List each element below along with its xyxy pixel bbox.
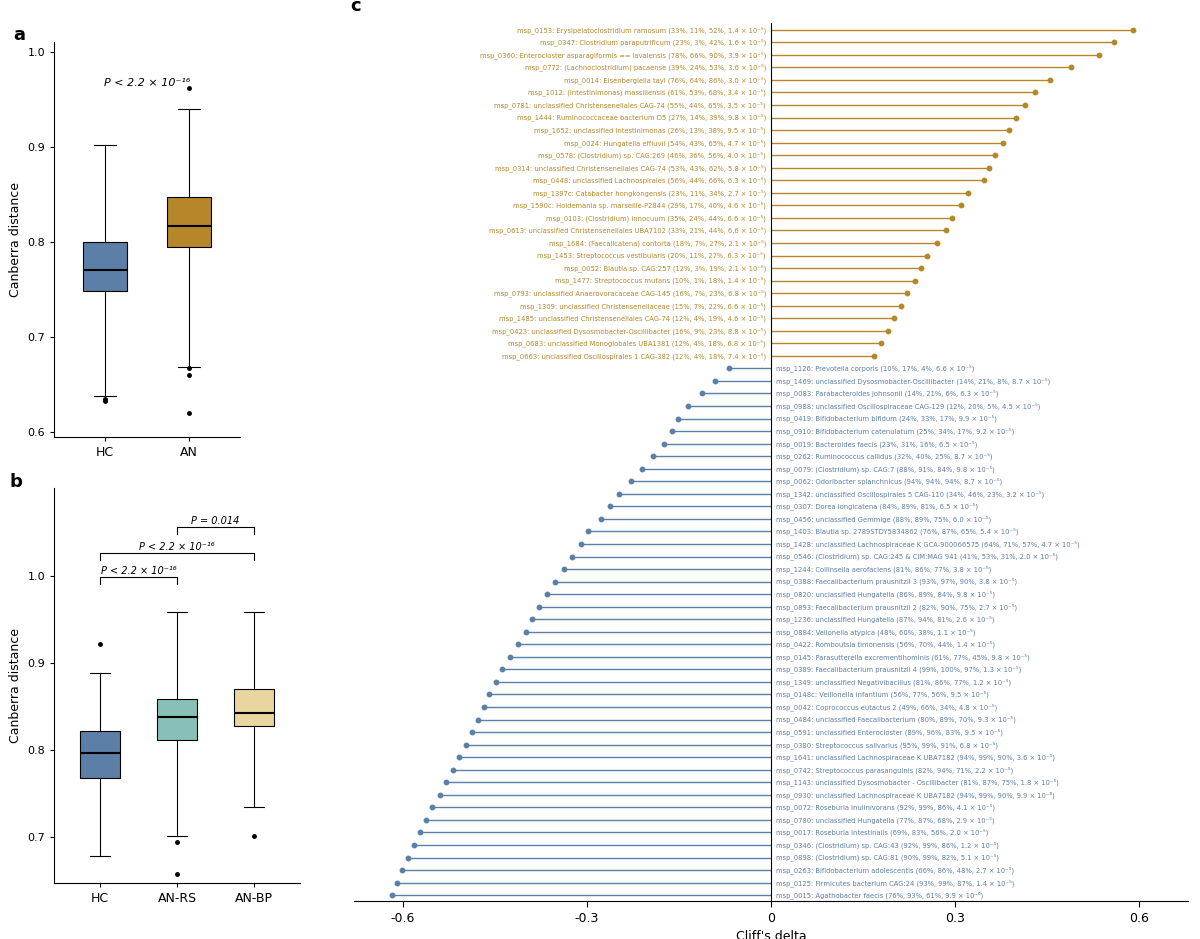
Text: msp_1349: unclassified Negativibacillus (81%, 86%, 77%, 1.2 × 10⁻⁵): msp_1349: unclassified Negativibacillus … <box>776 678 1012 685</box>
Text: msp_0072: Roseburia inulinivorans (92%, 99%, 86%, 4.1 × 10⁻⁵): msp_0072: Roseburia inulinivorans (92%, … <box>776 804 995 811</box>
Text: msp_0423: unclassified Dysosmobacter-Oscillibacter (16%, 9%, 23%, 8.8 × 10⁻⁵): msp_0423: unclassified Dysosmobacter-Osc… <box>492 327 766 334</box>
Text: msp_0103: (Clostridium) innocuum (35%, 24%, 44%, 6.6 × 10⁻⁵): msp_0103: (Clostridium) innocuum (35%, 2… <box>546 214 766 222</box>
Text: msp_0613: unclassified Christensenellales UBA7102 (33%, 21%, 44%, 6.6 × 10⁻⁵): msp_0613: unclassified Christensenellale… <box>488 226 766 235</box>
Text: msp_1469: unclassified Dysosmobacter-Oscillibacter (14%, 21%, 8%, 8.7 × 10⁻⁵): msp_1469: unclassified Dysosmobacter-Osc… <box>776 377 1050 385</box>
Text: msp_0910: Bifidobacterium catenulatum (25%, 34%, 17%, 9.2 × 10⁻⁵): msp_0910: Bifidobacterium catenulatum (2… <box>776 427 1014 435</box>
Text: msp_1012: (Intestinimonas) massiliensis (61%, 53%, 68%, 3.4 × 10⁻⁵): msp_1012: (Intestinimonas) massiliensis … <box>528 88 766 97</box>
Text: msp_0314: unclassified Christensenellales CAG-74 (53%, 43%, 62%, 5.8 × 10⁻⁵): msp_0314: unclassified Christensenellale… <box>494 163 766 172</box>
Text: msp_0079: (Clostridium) sp. CAG:7 (88%, 91%, 84%, 9.8 × 10⁻⁵): msp_0079: (Clostridium) sp. CAG:7 (88%, … <box>776 465 995 472</box>
Text: msp_0083: Parabacteroides johnsonii (14%, 21%, 6%, 6.3 × 10⁻⁵): msp_0083: Parabacteroides johnsonii (14%… <box>776 390 998 397</box>
Text: msp_0347: Clostridium paraputrificum (23%, 3%, 42%, 1.6 × 10⁻⁵): msp_0347: Clostridium paraputrificum (23… <box>540 38 766 46</box>
Text: msp_0772: (Lachnoclostridium) pacaense (39%, 24%, 53%, 3.6 × 10⁻⁵): msp_0772: (Lachnoclostridium) pacaense (… <box>524 64 766 71</box>
Text: msp_1477: Streptococcus mutans (10%, 1%, 18%, 1.4 × 10⁻⁵): msp_1477: Streptococcus mutans (10%, 1%,… <box>556 277 766 285</box>
Text: msp_0042: Coprococcus eutactus 2 (49%, 66%, 34%, 4.8 × 10⁻⁵): msp_0042: Coprococcus eutactus 2 (49%, 6… <box>776 703 997 711</box>
Text: msp_0663: unclassified Oscillospirales 1 CAG-382 (12%, 4%, 18%, 7.4 × 10⁻⁵): msp_0663: unclassified Oscillospirales 1… <box>502 352 766 360</box>
Text: msp_0153: Erysipelatoclostridium ramosum (33%, 11%, 52%, 1.4 × 10⁻⁵): msp_0153: Erysipelatoclostridium ramosum… <box>517 26 766 34</box>
Text: msp_1652: unclassified Intestinimonas (26%, 13%, 38%, 9.5 × 10⁻⁵): msp_1652: unclassified Intestinimonas (2… <box>534 126 766 134</box>
Text: msp_0015: Agathobacter faecis (76%, 93%, 61%, 9.9 × 10⁻⁶): msp_0015: Agathobacter faecis (76%, 93%,… <box>776 891 983 899</box>
Text: msp_0062: Odoribacter splanchnicus (94%, 94%, 94%, 8.7 × 10⁻⁵): msp_0062: Odoribacter splanchnicus (94%,… <box>776 477 1002 485</box>
PathPatch shape <box>157 700 197 740</box>
Text: msp_0683: unclassified Monoglobales UBA1381 (12%, 4%, 18%, 6.8 × 10⁻⁵): msp_0683: unclassified Monoglobales UBA1… <box>509 339 766 347</box>
X-axis label: Cliff's delta: Cliff's delta <box>736 931 806 939</box>
Text: msp_0893: Faecalibacterium prausnitzii 2 (82%, 90%, 75%, 2.7 × 10⁻⁵): msp_0893: Faecalibacterium prausnitzii 2… <box>776 603 1018 610</box>
Text: msp_0419: Bifidobacterium bifidum (24%, 33%, 17%, 9.9 × 10⁻⁵): msp_0419: Bifidobacterium bifidum (24%, … <box>776 415 997 423</box>
Text: a: a <box>13 26 25 44</box>
Text: msp_1590c: Holdemania sp. marseille-P2844 (29%, 17%, 40%, 4.6 × 10⁻⁵): msp_1590c: Holdemania sp. marseille-P284… <box>514 202 766 209</box>
Text: msp_0145: Parasutterella excrementihominis (61%, 77%, 45%, 9.8 × 10⁻⁵): msp_0145: Parasutterella excrementihomin… <box>776 653 1030 661</box>
Text: msp_0389: Faecalibacterium prausnitzii 4 (99%, 100%, 97%, 1.3 × 10⁻⁵): msp_0389: Faecalibacterium prausnitzii 4… <box>776 666 1021 673</box>
Text: msp_0820: unclassified Hungatella (86%, 89%, 84%, 9.8 × 10⁻⁵): msp_0820: unclassified Hungatella (86%, … <box>776 591 995 598</box>
Text: msp_1143: unclassified Dysosmobacter - Oscillibacter (81%, 87%, 75%, 1.8 × 10⁻⁵): msp_1143: unclassified Dysosmobacter - O… <box>776 778 1058 786</box>
Text: msp_0448: unclassified Lachnospirales (56%, 44%, 66%, 6.3 × 10⁻⁵): msp_0448: unclassified Lachnospirales (5… <box>533 177 766 184</box>
Text: c: c <box>350 0 360 15</box>
Text: msp_0884: Vellonella atypica (48%, 60%, 38%, 1.1 × 10⁻⁵): msp_0884: Vellonella atypica (48%, 60%, … <box>776 628 976 636</box>
Text: msp_0017: Roseburia intestinalis (69%, 83%, 56%, 2.0 × 10⁻⁵): msp_0017: Roseburia intestinalis (69%, 8… <box>776 828 989 837</box>
Text: P = 0.014: P = 0.014 <box>191 516 240 526</box>
Text: msp_0388: Faecalibacterium prausnitzii 3 (93%, 97%, 90%, 3.8 × 10⁻⁵): msp_0388: Faecalibacterium prausnitzii 3… <box>776 577 1018 586</box>
Text: msp_1453: Streptococcus vestibularis (20%, 11%, 27%, 6.3 × 10⁻⁵): msp_1453: Streptococcus vestibularis (20… <box>538 252 766 259</box>
Text: b: b <box>10 472 23 490</box>
Text: msp_0456: unclassified Gemmige (88%, 89%, 75%, 6.0 × 10⁻⁵): msp_0456: unclassified Gemmige (88%, 89%… <box>776 515 991 523</box>
Text: msp_0125: Firmicutes bacterium CAG:24 (93%, 99%, 87%, 1.4 × 10⁻⁵): msp_0125: Firmicutes bacterium CAG:24 (9… <box>776 879 1014 886</box>
Text: msp_0148c: Veillonella infantium (56%, 77%, 56%, 9.5 × 10⁻⁵): msp_0148c: Veillonella infantium (56%, 7… <box>776 690 989 699</box>
Text: msp_1485: unclassified Christensenellales CAG-74 (12%, 4%, 19%, 4.6 × 10⁻⁵): msp_1485: unclassified Christensenellale… <box>499 315 766 322</box>
Text: msp_0793: unclassified Anaerovoracaceae CAG-145 (16%, 7%, 23%, 6.8 × 10⁻⁵): msp_0793: unclassified Anaerovoracaceae … <box>493 289 766 297</box>
PathPatch shape <box>167 197 211 247</box>
Text: msp_0578: (Clostridium) sp. CAG:269 (46%, 36%, 56%, 4.0 × 10⁻⁵): msp_0578: (Clostridium) sp. CAG:269 (46%… <box>539 151 766 159</box>
Text: P < 2.2 × 10⁻¹⁶: P < 2.2 × 10⁻¹⁶ <box>101 566 176 577</box>
Text: msp_0781: unclassified Christensenellales CAG-74 (55%, 44%, 65%, 3.5 × 10⁻⁵): msp_0781: unclassified Christensenellale… <box>494 101 766 109</box>
Text: msp_1428: unclassified Lachnospiraceae K GCA-900066575 (64%, 71%, 57%, 4.7 × 10⁻: msp_1428: unclassified Lachnospiraceae K… <box>776 540 1080 547</box>
Text: msp_0263: Bifidobacterium adolescentis (66%, 86%, 48%, 2.7 × 10⁻⁵): msp_0263: Bifidobacterium adolescentis (… <box>776 866 1014 874</box>
Text: msp_0546: (Clostridium) sp. CAG:245 & CIM:MAG 941 (41%, 53%, 31%, 2.0 × 10⁻⁵): msp_0546: (Clostridium) sp. CAG:245 & CI… <box>776 553 1058 561</box>
Text: msp_1244: Collinsella aerofaciens (81%, 86%, 77%, 3.8 × 10⁻⁵): msp_1244: Collinsella aerofaciens (81%, … <box>776 565 991 573</box>
Text: msp_0422: Romboutsia timonensis (56%, 70%, 44%, 1.4 × 10⁻⁵): msp_0422: Romboutsia timonensis (56%, 70… <box>776 640 995 648</box>
Text: msp_0780: unclassified Hungatella (77%, 87%, 68%, 2.9 × 10⁻⁵): msp_0780: unclassified Hungatella (77%, … <box>776 816 995 824</box>
Text: msp_0052: Blautia sp. CAG:257 (12%, 3%, 19%, 2.1 × 10⁻⁵): msp_0052: Blautia sp. CAG:257 (12%, 3%, … <box>564 264 766 272</box>
Text: msp_1641: unclassified Lachnospiraceae K UBA7182 (94%, 99%, 90%, 3.6 × 10⁻⁵): msp_1641: unclassified Lachnospiraceae K… <box>776 753 1055 762</box>
Text: P < 2.2 × 10⁻¹⁶: P < 2.2 × 10⁻¹⁶ <box>104 78 190 88</box>
Text: msp_1403: Blautia sp. 2789STDY5834862 (76%, 87%, 65%, 5.4 × 10⁻⁵): msp_1403: Blautia sp. 2789STDY5834862 (7… <box>776 528 1019 535</box>
Text: msp_0930: unclassified Lachnospiraceae K UBA7182 (94%, 99%, 90%, 9.9 × 10⁻⁶): msp_0930: unclassified Lachnospiraceae K… <box>776 791 1055 799</box>
Text: msp_0380: Streptococcus salivarius (95%, 99%, 91%, 6.8 × 10⁻⁵): msp_0380: Streptococcus salivarius (95%,… <box>776 741 998 748</box>
Text: msp_0742: Streptococcus parasanguinis (82%, 94%, 71%, 2.2 × 10⁻⁵): msp_0742: Streptococcus parasanguinis (8… <box>776 766 1013 774</box>
Text: msp_1342: unclassified Oscillospirales 5 CAG-110 (34%, 46%, 23%, 3.2 × 10⁻⁵): msp_1342: unclassified Oscillospirales 5… <box>776 490 1044 498</box>
Text: msp_0019: Bacteroides faecis (23%, 31%, 16%, 6.5 × 10⁻⁵): msp_0019: Bacteroides faecis (23%, 31%, … <box>776 439 977 448</box>
Text: msp_1236: unclassified Hungatella (87%, 94%, 81%, 2.6 × 10⁻⁵): msp_1236: unclassified Hungatella (87%, … <box>776 615 995 623</box>
Text: msp_1309: unclassified Christensenellaceae (15%, 7%, 22%, 6.6 × 10⁻⁵): msp_1309: unclassified Christensenellace… <box>521 301 766 310</box>
Text: P < 2.2 × 10⁻¹⁶: P < 2.2 × 10⁻¹⁶ <box>139 542 215 552</box>
PathPatch shape <box>83 242 127 291</box>
Y-axis label: Canberra distance: Canberra distance <box>8 628 22 743</box>
PathPatch shape <box>80 731 120 777</box>
Text: msp_1397c: Catabacter hongkongensis (23%, 11%, 34%, 2.7 × 10⁻⁵): msp_1397c: Catabacter hongkongensis (23%… <box>533 189 766 196</box>
Y-axis label: Canberra distance: Canberra distance <box>8 182 22 297</box>
Text: msp_1684: (Faecalicatena) contorta (18%, 7%, 27%, 2.1 × 10⁻⁵): msp_1684: (Faecalicatena) contorta (18%,… <box>548 239 766 247</box>
Text: msp_0307: Dorea longicatena (84%, 89%, 81%, 6.5 × 10⁻⁵): msp_0307: Dorea longicatena (84%, 89%, 8… <box>776 502 978 510</box>
Text: msp_0262: Ruminococcus callidus (32%, 40%, 25%, 8.7 × 10⁻⁵): msp_0262: Ruminococcus callidus (32%, 40… <box>776 453 992 460</box>
PathPatch shape <box>234 689 274 726</box>
Text: msp_0346: (Clostridium) sp. CAG:43 (92%, 99%, 86%, 1.2 × 10⁻⁵): msp_0346: (Clostridium) sp. CAG:43 (92%,… <box>776 841 998 849</box>
Text: msp_0591: unclassified Enterocloster (89%, 96%, 83%, 9.5 × 10⁻⁵): msp_0591: unclassified Enterocloster (89… <box>776 729 1003 736</box>
Text: msp_0014: Eisenbergiella tayi (76%, 64%, 86%, 3.0 × 10⁻⁵): msp_0014: Eisenbergiella tayi (76%, 64%,… <box>564 76 766 84</box>
Text: msp_0988: unclassified Oscillospiraceae CAG-129 (12%, 20%, 5%, 4.5 × 10⁻⁵): msp_0988: unclassified Oscillospiraceae … <box>776 402 1040 410</box>
Text: msp_1444: Ruminococcaceae bacterium D5 (27%, 14%, 39%, 9.8 × 10⁻⁵): msp_1444: Ruminococcaceae bacterium D5 (… <box>517 114 766 121</box>
Text: msp_0024: Hungatella effluvii (54%, 43%, 65%, 4.7 × 10⁻⁵): msp_0024: Hungatella effluvii (54%, 43%,… <box>564 139 766 146</box>
Text: msp_0484: unclassified Faecalibacterium (80%, 89%, 70%, 9.3 × 10⁻⁵): msp_0484: unclassified Faecalibacterium … <box>776 716 1015 723</box>
Text: msp_0360: Enterocloster asparagiformis == lavalensis (78%, 66%, 90%, 3.9 × 10⁻⁵): msp_0360: Enterocloster asparagiformis =… <box>480 51 766 59</box>
Text: msp_0898: (Clostridium) sp. CAG:81 (90%, 99%, 82%, 5.1 × 10⁻⁵): msp_0898: (Clostridium) sp. CAG:81 (90%,… <box>776 854 998 861</box>
Text: msp_1126: Prevotella corporis (10%, 17%, 4%, 6.6 × 10⁻⁵): msp_1126: Prevotella corporis (10%, 17%,… <box>776 364 974 372</box>
